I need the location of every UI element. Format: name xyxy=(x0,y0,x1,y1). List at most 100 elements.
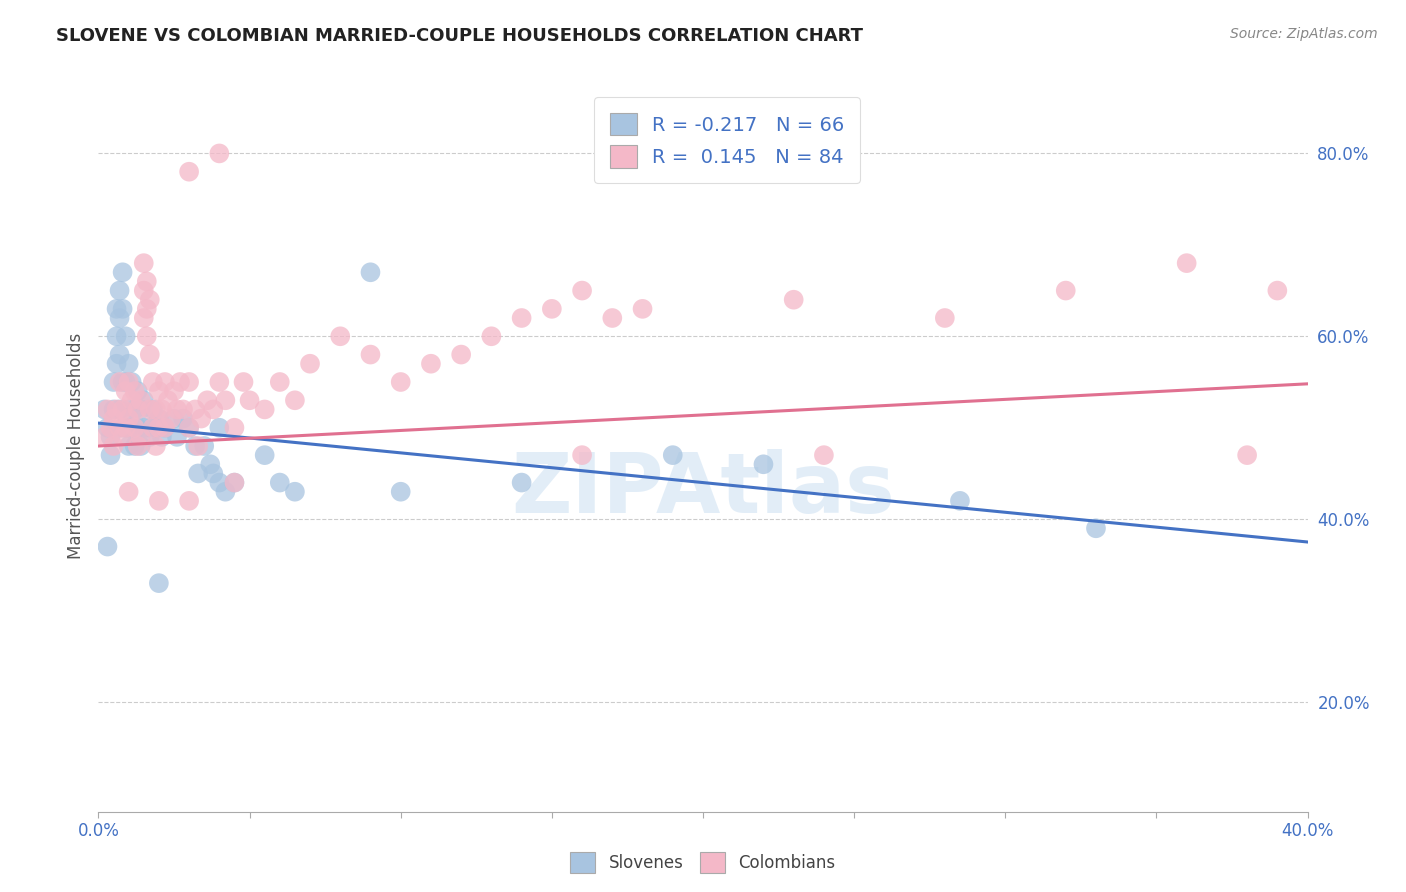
Point xyxy=(132,311,155,326)
Point xyxy=(108,421,131,435)
Point xyxy=(389,375,412,389)
Legend: Slovenes, Colombians: Slovenes, Colombians xyxy=(564,846,842,880)
Point xyxy=(202,402,225,417)
Point xyxy=(299,357,322,371)
Point xyxy=(481,329,503,343)
Point xyxy=(145,421,167,435)
Point xyxy=(118,411,141,425)
Point xyxy=(93,430,115,444)
Point xyxy=(284,393,307,408)
Point xyxy=(179,164,201,178)
Point xyxy=(783,293,806,307)
Point xyxy=(132,393,155,408)
Point xyxy=(214,484,236,499)
Point xyxy=(118,375,141,389)
Point xyxy=(121,375,143,389)
Point xyxy=(239,393,262,408)
Point xyxy=(510,311,533,326)
Point xyxy=(269,475,291,490)
Point xyxy=(96,421,118,435)
Point xyxy=(105,357,128,371)
Point xyxy=(129,430,152,444)
Point xyxy=(1236,448,1258,462)
Point xyxy=(360,348,382,362)
Point xyxy=(187,467,209,481)
Point xyxy=(450,348,472,362)
Point xyxy=(253,402,276,417)
Point xyxy=(153,421,176,435)
Point xyxy=(284,484,307,499)
Point xyxy=(752,457,775,471)
Point xyxy=(111,402,134,417)
Point xyxy=(127,421,149,435)
Point xyxy=(124,402,146,417)
Point xyxy=(105,402,128,417)
Point xyxy=(269,375,291,389)
Point xyxy=(160,411,183,425)
Point xyxy=(148,384,170,398)
Point xyxy=(148,421,170,435)
Point xyxy=(103,439,125,453)
Point xyxy=(111,421,134,435)
Text: Source: ZipAtlas.com: Source: ZipAtlas.com xyxy=(1230,27,1378,41)
Point xyxy=(108,284,131,298)
Point xyxy=(195,393,218,408)
Point xyxy=(190,411,212,425)
Point xyxy=(103,375,125,389)
Point xyxy=(224,475,246,490)
Y-axis label: Married-couple Households: Married-couple Households xyxy=(66,333,84,559)
Point xyxy=(184,402,207,417)
Point xyxy=(108,375,131,389)
Point xyxy=(208,146,231,161)
Point xyxy=(208,475,231,490)
Point xyxy=(540,301,562,316)
Point xyxy=(118,484,141,499)
Point xyxy=(118,402,141,417)
Point xyxy=(103,411,125,425)
Point xyxy=(142,402,165,417)
Point xyxy=(108,311,131,326)
Point xyxy=(100,448,122,462)
Point xyxy=(111,430,134,444)
Point xyxy=(934,311,956,326)
Point xyxy=(153,375,176,389)
Point xyxy=(253,448,276,462)
Point xyxy=(114,329,136,343)
Point xyxy=(150,402,173,417)
Point xyxy=(813,448,835,462)
Point xyxy=(142,375,165,389)
Point xyxy=(121,421,143,435)
Point xyxy=(124,384,146,398)
Point xyxy=(179,421,201,435)
Point xyxy=(949,494,972,508)
Point xyxy=(124,421,146,435)
Point xyxy=(139,348,162,362)
Point xyxy=(139,430,162,444)
Point xyxy=(631,301,654,316)
Point xyxy=(208,375,231,389)
Point xyxy=(214,393,236,408)
Point xyxy=(100,421,122,435)
Point xyxy=(179,421,201,435)
Point xyxy=(111,301,134,316)
Point xyxy=(118,357,141,371)
Point xyxy=(105,329,128,343)
Point xyxy=(129,402,152,417)
Point xyxy=(360,265,382,279)
Point xyxy=(135,421,157,435)
Point xyxy=(150,430,173,444)
Point xyxy=(166,430,188,444)
Point xyxy=(135,274,157,288)
Point xyxy=(602,311,624,326)
Point xyxy=(179,375,201,389)
Point xyxy=(153,421,176,435)
Point xyxy=(114,421,136,435)
Point xyxy=(187,439,209,453)
Point xyxy=(108,348,131,362)
Point xyxy=(139,402,162,417)
Point xyxy=(135,329,157,343)
Point xyxy=(179,494,201,508)
Point xyxy=(329,329,352,343)
Point xyxy=(1267,284,1289,298)
Point xyxy=(105,301,128,316)
